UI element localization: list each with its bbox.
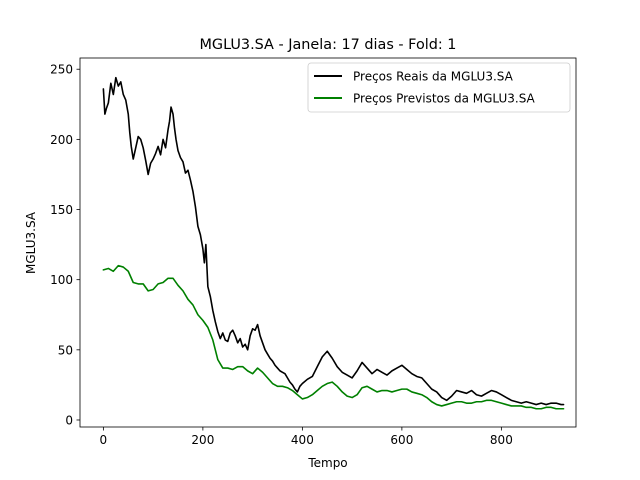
plot-frame	[79, 57, 577, 428]
y-axis-label: MGLU3.SA	[24, 211, 38, 274]
chart-title: MGLU3.SA - Janela: 17 dias - Fold: 1	[200, 37, 457, 53]
legend-box	[307, 62, 571, 113]
y-tick-label: 150	[50, 203, 73, 217]
series-line-predicted-prices	[102, 264, 565, 410]
y-tick-label: 100	[50, 273, 73, 287]
series-layer	[102, 76, 565, 410]
series-line-actual-prices	[102, 76, 565, 406]
y-tick-label: 0	[65, 413, 73, 427]
y-tick-label: 50	[58, 343, 73, 357]
y-tick-label: 250	[50, 63, 73, 77]
x-tick-label: 200	[191, 433, 214, 447]
x-tick-label: 0	[100, 433, 108, 447]
legend-label-actual: Preços Reais da MGLU3.SA	[353, 70, 514, 84]
x-tick-label: 400	[291, 433, 314, 447]
legend-label-predicted: Preços Previstos da MGLU3.SA	[353, 92, 536, 106]
legend: Preços Reais da MGLU3.SA Preços Previsto…	[307, 62, 571, 113]
x-axis-label: Tempo	[307, 456, 347, 470]
x-tick-label: 600	[390, 433, 413, 447]
x-tick-label: 800	[490, 433, 513, 447]
y-tick-label: 200	[50, 133, 73, 147]
y-axis-ticks: 0 50 100 150 200 250	[50, 63, 80, 427]
x-axis-ticks: 0 200 400 600 800	[100, 427, 513, 447]
